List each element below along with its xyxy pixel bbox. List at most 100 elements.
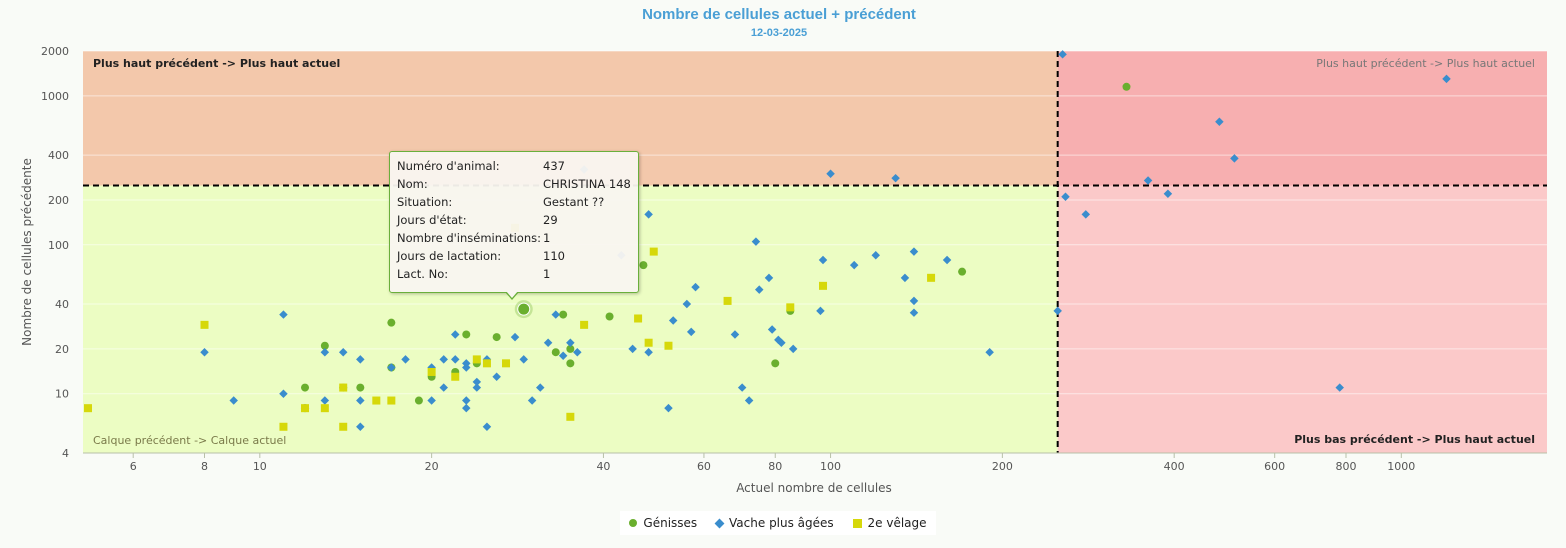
point-vache-plus-agees[interactable]: [628, 344, 637, 354]
point-2e-velage[interactable]: [644, 338, 653, 347]
point-vache-plus-agees[interactable]: [200, 347, 209, 357]
point-genisses[interactable]: [639, 261, 648, 270]
point-vache-plus-agees[interactable]: [764, 273, 774, 283]
legend-item-vache-plus-agees[interactable]: Vache plus âgées: [714, 516, 834, 530]
point-vache-plus-agees[interactable]: [439, 383, 448, 392]
point-vache-plus-agees[interactable]: [558, 351, 568, 360]
point-vache-plus-agees[interactable]: [566, 338, 575, 347]
point-vache-plus-agees[interactable]: [356, 422, 365, 432]
point-2e-velage[interactable]: [649, 247, 658, 256]
point-2e-velage[interactable]: [927, 273, 936, 282]
point-vache-plus-agees[interactable]: [1335, 383, 1344, 392]
point-genisses[interactable]: [414, 396, 423, 405]
point-genisses[interactable]: [1122, 82, 1131, 91]
point-2e-velage[interactable]: [482, 359, 491, 368]
point-vache-plus-agees[interactable]: [644, 347, 653, 357]
point-vache-plus-agees[interactable]: [985, 347, 994, 357]
point-vache-plus-agees[interactable]: [668, 316, 678, 325]
point-2e-velage[interactable]: [320, 404, 329, 413]
point-vache-plus-agees[interactable]: [737, 383, 747, 392]
point-vache-plus-agees[interactable]: [573, 347, 582, 357]
point-vache-plus-agees[interactable]: [664, 403, 673, 413]
point-vache-plus-agees[interactable]: [536, 383, 545, 392]
point-2e-velage[interactable]: [279, 422, 288, 431]
point-2e-velage[interactable]: [301, 404, 310, 413]
point-2e-velage[interactable]: [339, 383, 348, 392]
point-genisses[interactable]: [605, 312, 614, 321]
point-vache-plus-agees[interactable]: [730, 330, 740, 339]
point-vache-plus-agees[interactable]: [356, 396, 365, 405]
point-genisses[interactable]: [387, 318, 396, 327]
point-2e-velage[interactable]: [427, 367, 436, 376]
point-genisses[interactable]: [566, 359, 575, 368]
legend-item-genisses[interactable]: Génisses: [629, 516, 697, 530]
point-vache-plus-agees[interactable]: [439, 355, 448, 364]
point-2e-velage[interactable]: [372, 396, 381, 405]
point-vache-plus-agees[interactable]: [909, 296, 919, 306]
point-vache-plus-agees[interactable]: [356, 355, 365, 364]
point-vache-plus-agees[interactable]: [686, 327, 696, 337]
point-2e-velage[interactable]: [664, 341, 673, 350]
point-vache-plus-agees[interactable]: [462, 363, 471, 372]
point-vache-plus-agees[interactable]: [427, 396, 436, 405]
legend-item-2e-velage[interactable]: 2e vêlage: [852, 516, 927, 530]
point-vache-plus-agees[interactable]: [527, 396, 537, 405]
point-vache-plus-agees[interactable]: [744, 396, 754, 405]
point-genisses[interactable]: [551, 348, 560, 357]
point-genisses[interactable]: [301, 383, 310, 392]
point-genisses[interactable]: [559, 310, 568, 319]
point-2e-velage[interactable]: [472, 355, 481, 364]
point-2e-velage[interactable]: [819, 281, 828, 290]
point-2e-velage[interactable]: [566, 412, 575, 421]
point-vache-plus-agees[interactable]: [909, 308, 919, 317]
point-vache-plus-agees[interactable]: [482, 422, 492, 432]
point-vache-plus-agees[interactable]: [1053, 306, 1062, 316]
point-vache-plus-agees[interactable]: [279, 310, 288, 319]
point-genisses[interactable]: [566, 344, 575, 353]
point-vache-plus-agees[interactable]: [818, 255, 828, 265]
point-vache-plus-agees[interactable]: [849, 260, 859, 270]
point-genisses[interactable]: [320, 341, 329, 350]
point-vache-plus-agees[interactable]: [942, 255, 952, 265]
point-vache-plus-agees[interactable]: [510, 332, 520, 342]
point-vache-plus-agees[interactable]: [691, 282, 700, 292]
point-vache-plus-agees[interactable]: [788, 344, 798, 354]
point-vache-plus-agees[interactable]: [229, 396, 238, 405]
point-vache-plus-agees[interactable]: [543, 338, 553, 347]
point-vache-plus-agees[interactable]: [320, 347, 330, 357]
point-vache-plus-agees[interactable]: [551, 310, 560, 319]
point-vache-plus-agees[interactable]: [462, 396, 471, 405]
point-2e-velage[interactable]: [339, 422, 348, 431]
point-vache-plus-agees[interactable]: [755, 285, 764, 294]
point-genisses[interactable]: [771, 359, 780, 368]
point-genisses[interactable]: [492, 333, 501, 342]
point-2e-velage[interactable]: [200, 320, 209, 329]
point-vache-plus-agees[interactable]: [338, 347, 348, 357]
point-vache-plus-agees[interactable]: [519, 355, 528, 364]
point-genisses[interactable]: [958, 267, 967, 276]
point-genisses[interactable]: [517, 302, 531, 316]
point-vache-plus-agees[interactable]: [777, 338, 786, 347]
point-genisses[interactable]: [356, 383, 365, 392]
point-vache-plus-agees[interactable]: [401, 355, 410, 364]
point-vache-plus-agees[interactable]: [767, 325, 777, 334]
point-vache-plus-agees[interactable]: [472, 383, 482, 392]
point-2e-velage[interactable]: [451, 372, 460, 381]
point-2e-velage[interactable]: [723, 296, 732, 305]
point-vache-plus-agees[interactable]: [492, 372, 501, 381]
point-2e-velage[interactable]: [634, 314, 643, 323]
point-vache-plus-agees[interactable]: [682, 299, 692, 309]
point-2e-velage[interactable]: [580, 320, 589, 329]
point-genisses[interactable]: [462, 330, 471, 339]
point-2e-velage[interactable]: [502, 359, 511, 368]
point-vache-plus-agees[interactable]: [462, 403, 471, 413]
point-vache-plus-agees[interactable]: [451, 330, 460, 339]
point-vache-plus-agees[interactable]: [451, 355, 460, 364]
point-vache-plus-agees[interactable]: [816, 306, 825, 316]
point-vache-plus-agees[interactable]: [387, 363, 396, 372]
point-vache-plus-agees[interactable]: [320, 396, 330, 405]
point-vache-plus-agees[interactable]: [279, 389, 288, 398]
point-2e-velage[interactable]: [786, 303, 795, 312]
point-2e-velage[interactable]: [387, 396, 396, 405]
point-vache-plus-agees[interactable]: [472, 377, 482, 387]
